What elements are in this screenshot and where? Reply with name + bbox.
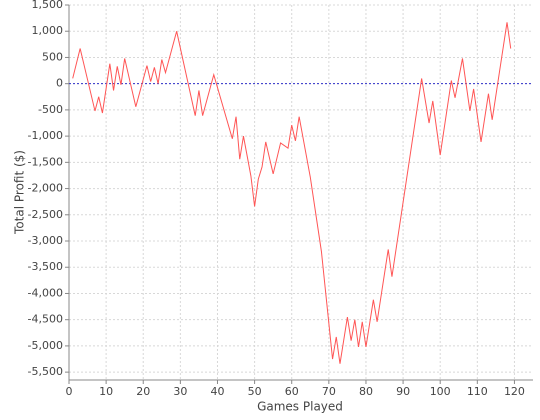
x-tick-label: 60 [285,385,299,398]
x-tick-label: 120 [504,385,525,398]
x-tick-label: 90 [396,385,410,398]
y-axis-label: Total Profit ($) [13,150,27,235]
y-tick-label: 0 [56,77,63,90]
profit-line [72,22,512,364]
y-tick-label: -2,500 [28,208,63,221]
y-tick-label: -4,000 [28,286,63,299]
y-tick-label: -5,500 [28,365,63,378]
x-tick-label: 50 [248,385,262,398]
y-tick-label: 500 [42,50,63,63]
y-tick-label: 1,000 [32,24,64,37]
y-tick-label: -5,000 [28,339,63,352]
x-tick-label: 40 [210,385,224,398]
y-tick-label: -500 [38,103,63,116]
y-tick-label: -1,500 [28,155,63,168]
x-tick-label: 110 [467,385,488,398]
y-tick-label: -4,500 [28,313,63,326]
y-tick-label: -1,000 [28,129,63,142]
x-tick-label: 0 [66,385,73,398]
y-tick-label: -3,000 [28,234,63,247]
x-tick-label: 20 [136,385,150,398]
x-tick-label: 80 [359,385,373,398]
x-tick-label: 30 [173,385,187,398]
y-tick-label: 1,500 [32,0,64,11]
y-tick-label: -2,000 [28,182,63,195]
x-axis-label: Games Played [257,400,343,414]
x-tick-label: 70 [322,385,336,398]
x-tick-label: 100 [430,385,451,398]
y-tick-label: -3,500 [28,260,63,273]
x-tick-label: 10 [99,385,113,398]
